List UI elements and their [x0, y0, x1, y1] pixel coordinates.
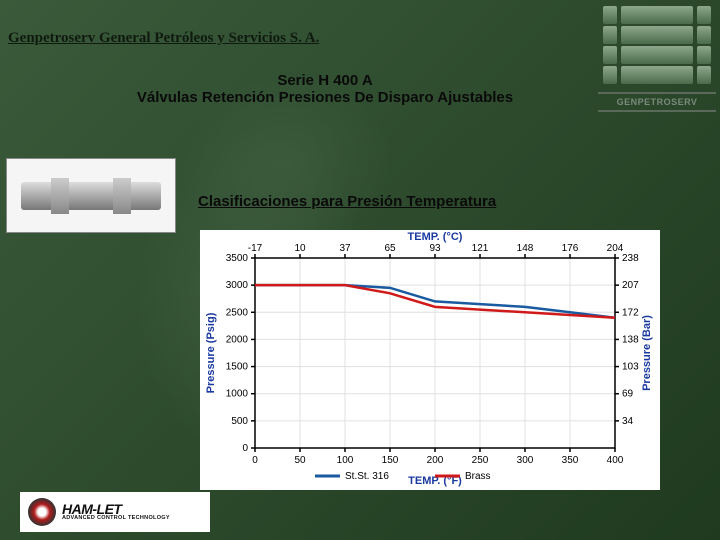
chart-section-title: Clasificaciones para Presión Temperatura — [198, 193, 496, 210]
hamlet-brand: HAM-LET — [62, 502, 170, 516]
svg-text:176: 176 — [562, 243, 579, 254]
svg-text:-17: -17 — [248, 243, 263, 254]
svg-text:238: 238 — [622, 253, 639, 264]
svg-text:0: 0 — [252, 455, 258, 466]
svg-text:2500: 2500 — [226, 307, 249, 318]
svg-text:50: 50 — [294, 455, 306, 466]
svg-text:3000: 3000 — [226, 280, 249, 291]
svg-text:St.St. 316: St.St. 316 — [345, 471, 389, 482]
svg-text:2000: 2000 — [226, 334, 249, 345]
svg-text:250: 250 — [472, 455, 489, 466]
svg-text:100: 100 — [337, 455, 354, 466]
svg-text:34: 34 — [622, 416, 634, 427]
pressure-temperature-chart: 0 50 100 150 200 250 300 350 400 -17 10 37 65 93 121 14… — [200, 230, 660, 490]
svg-text:93: 93 — [429, 243, 441, 254]
svg-text:150: 150 — [382, 455, 399, 466]
svg-text:103: 103 — [622, 362, 639, 373]
logo-bars-icon — [598, 6, 716, 86]
svg-text:Brass: Brass — [465, 471, 491, 482]
svg-text:Pressure (Bar): Pressure (Bar) — [641, 315, 653, 391]
svg-text:Pressure (Psig): Pressure (Psig) — [205, 312, 217, 393]
svg-text:350: 350 — [562, 455, 579, 466]
svg-text:0: 0 — [242, 443, 248, 454]
series-name: Serie H 400 A — [120, 72, 530, 89]
series-heading: Serie H 400 A Válvulas Retención Presion… — [120, 72, 530, 106]
svg-text:TEMP. (°C): TEMP. (°C) — [408, 231, 463, 243]
svg-text:10: 10 — [294, 243, 306, 254]
svg-text:400: 400 — [607, 455, 624, 466]
hamlet-tagline: ADVANCED CONTROL TECHNOLOGY — [62, 516, 170, 522]
svg-text:37: 37 — [339, 243, 351, 254]
svg-text:121: 121 — [472, 243, 489, 254]
series-description: Válvulas Retención Presiones De Disparo … — [120, 89, 530, 106]
svg-text:3500: 3500 — [226, 253, 249, 264]
company-logo: GENPETROSERV — [598, 6, 716, 112]
company-title: Genpetroserv General Petróleos y Servici… — [8, 30, 319, 47]
valve-icon — [21, 182, 161, 210]
svg-text:148: 148 — [517, 243, 534, 254]
hamlet-icon — [28, 498, 56, 526]
svg-text:69: 69 — [622, 389, 634, 400]
svg-text:1000: 1000 — [226, 389, 249, 400]
svg-text:200: 200 — [427, 455, 444, 466]
svg-text:500: 500 — [231, 416, 248, 427]
svg-text:65: 65 — [384, 243, 396, 254]
svg-text:138: 138 — [622, 334, 639, 345]
svg-text:207: 207 — [622, 280, 639, 291]
hamlet-logo: HAM-LET ADVANCED CONTROL TECHNOLOGY — [20, 492, 210, 532]
valve-image — [6, 158, 176, 233]
chart-svg: 0 50 100 150 200 250 300 350 400 -17 10 37 65 93 121 14… — [200, 230, 660, 490]
logo-brand-text: GENPETROSERV — [598, 92, 716, 112]
svg-text:1500: 1500 — [226, 362, 249, 373]
svg-text:172: 172 — [622, 307, 639, 318]
svg-text:300: 300 — [517, 455, 534, 466]
